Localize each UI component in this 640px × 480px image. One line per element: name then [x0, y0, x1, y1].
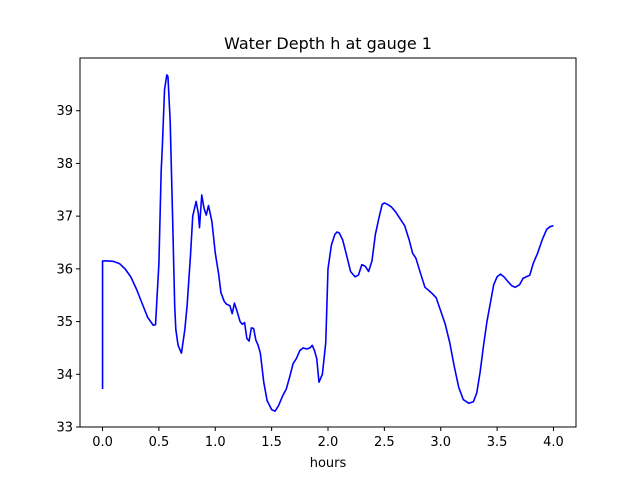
x-tick-label: 1.5 — [261, 435, 282, 450]
x-tick-label: 0.5 — [149, 435, 170, 450]
y-tick-label: 36 — [56, 262, 73, 277]
x-tick-label: 3.5 — [487, 435, 508, 450]
y-tick-label: 33 — [56, 421, 73, 436]
x-axis-ticks: 0.0 0.5 1.0 1.5 2.0 2.5 3.0 3.5 4.0 — [92, 427, 564, 450]
x-tick-label: 0.0 — [92, 435, 113, 450]
y-tick-label: 37 — [56, 210, 73, 225]
series-line-0 — [101, 74, 554, 412]
y-tick-label: 34 — [56, 368, 73, 383]
y-tick-label: 39 — [56, 104, 73, 119]
x-tick-label: 4.0 — [543, 435, 564, 450]
x-axis-label: hours — [310, 456, 347, 471]
chart-title: Water Depth h at gauge 1 — [224, 34, 432, 53]
series-layer — [101, 74, 554, 412]
x-tick-label: 1.0 — [205, 435, 226, 450]
x-tick-label: 2.5 — [374, 435, 395, 450]
y-tick-label: 35 — [56, 315, 73, 330]
y-axis-ticks: 33 34 35 36 37 38 39 — [56, 104, 80, 436]
y-tick-label: 38 — [56, 157, 73, 172]
x-tick-label: 3.0 — [430, 435, 451, 450]
x-tick-label: 2.0 — [318, 435, 339, 450]
